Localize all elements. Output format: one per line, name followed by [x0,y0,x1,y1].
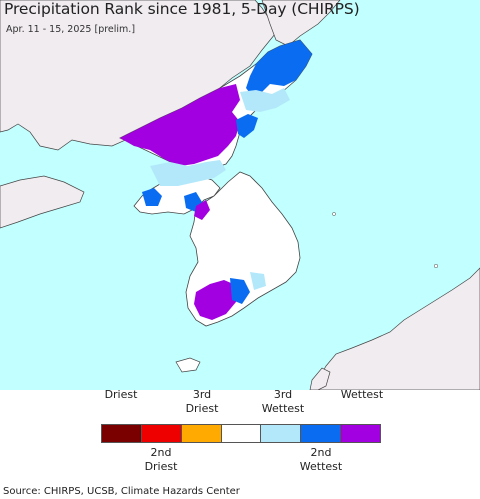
precipitation-rank-map [0,0,480,390]
legend-swatch-second-wettest [301,425,342,442]
third-wettest-region-west [150,160,226,186]
map-subtitle: Apr. 11 - 15, 2025 [prelim.] [6,24,136,35]
legend-label-second-wettest: 2nd Wettest [299,446,343,473]
legend-label-wettest: Wettest [340,388,384,401]
shandong-land [0,175,85,229]
small-island [433,263,439,269]
russia-land [261,0,341,47]
legend-label-third-driest: 3rd Driest [185,388,219,415]
japan-island [309,367,331,390]
legend-swatch-second-driest [141,425,182,442]
second-wettest-region-northeast [246,40,312,96]
second-wettest-region-west-coast [142,188,162,206]
wettest-region-north [120,84,240,166]
legend-color-bar [101,424,381,443]
legend-swatch-third-driest [181,425,222,442]
second-wettest-region-east [236,114,258,138]
source-credit: Source: CHIRPS, UCSB, Climate Hazards Ce… [3,486,240,497]
legend-swatch-normal [221,425,262,442]
legend-swatch-third-wettest [261,425,302,442]
legend-swatch-wettest [341,425,381,442]
legend-label-driest: Driest [104,388,138,401]
wettest-region-han [194,200,210,220]
second-wettest-region-southwest [230,278,250,304]
third-wettest-region-central [240,88,290,112]
legend-label-second-driest: 2nd Driest [144,446,178,473]
jeju-island [175,357,201,373]
ulleung-island [332,212,336,216]
map-title: Precipitation Rank since 1981, 5-Day (CH… [4,0,360,18]
legend-swatch-driest [102,425,142,442]
wettest-region-southwest [194,280,238,320]
third-wettest-region-south [250,272,266,290]
legend-label-third-wettest: 3rd Wettest [261,388,305,415]
